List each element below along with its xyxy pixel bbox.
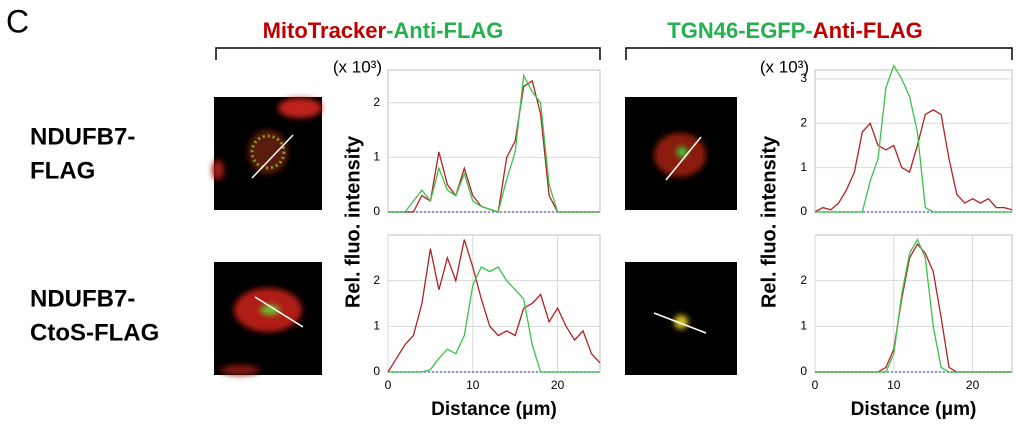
y-tick-label: 0 (373, 204, 380, 218)
bracket (625, 47, 1013, 60)
y-tick-label: 0 (800, 364, 807, 378)
bracket (215, 47, 601, 60)
y-tick-label: 1 (373, 319, 380, 333)
y-tick-label: 0 (800, 204, 807, 218)
y-tick-label: 1 (800, 160, 807, 174)
x-tick-label: 10 (887, 378, 901, 392)
title-part: TGN46-EGFP- (667, 18, 812, 43)
x-tick-label: 20 (966, 378, 980, 392)
row-label: NDUFB7- (30, 285, 135, 312)
series-line (815, 64, 1012, 213)
y-unit: (x 10³) (760, 57, 809, 76)
y-tick-label: 1 (800, 319, 807, 333)
y-tick-label: 1 (373, 150, 380, 164)
y-tick-label: 2 (373, 273, 380, 287)
x-tick-label: 20 (551, 378, 565, 392)
group-title: TGN46-EGFP-Anti-FLAG (667, 18, 922, 43)
x-tick-label: 0 (812, 378, 819, 392)
y-unit: (x 10³) (333, 57, 382, 76)
micrograph (625, 97, 737, 210)
row-label: FLAG (30, 157, 95, 184)
y-tick-label: 3 (800, 71, 807, 85)
plot-area (387, 69, 601, 213)
y-tick-label: 0 (373, 364, 380, 378)
title-part: -Anti-FLAG (386, 18, 503, 43)
series-line (388, 73, 600, 213)
title-part: MitoTracker (263, 18, 387, 43)
row-label: CtoS-FLAG (30, 319, 159, 346)
row-label: NDUFB7- (30, 123, 135, 150)
group-title: MitoTracker-Anti-FLAG (263, 18, 504, 43)
plot-area (814, 234, 1013, 373)
series-line (388, 266, 600, 373)
series-line (814, 109, 1013, 213)
panel-label: C (6, 3, 29, 39)
x-axis-label: Distance (μm) (431, 399, 557, 420)
micrograph (212, 97, 322, 210)
title-part: Anti-FLAG (813, 18, 923, 43)
y-axis-label: Rel. fluo. intensity (758, 135, 780, 308)
row-labels: NDUFB7- FLAG NDUFB7- CtoS-FLAG (30, 123, 159, 346)
series-line (815, 238, 1012, 373)
x-axis-label: Distance (μm) (851, 399, 977, 420)
x-tick-label: 0 (385, 378, 392, 392)
y-tick-label: 2 (800, 273, 807, 287)
plot-area (814, 69, 1013, 213)
micrograph (214, 262, 322, 375)
y-tick-label: 2 (800, 115, 807, 129)
y-tick-label: 2 (373, 95, 380, 109)
plot-area (387, 234, 601, 373)
series-line (387, 239, 601, 373)
x-tick-label: 10 (466, 378, 480, 392)
y-axis-label: Rel. fluo. intensity (342, 135, 364, 308)
micrograph (625, 262, 737, 375)
